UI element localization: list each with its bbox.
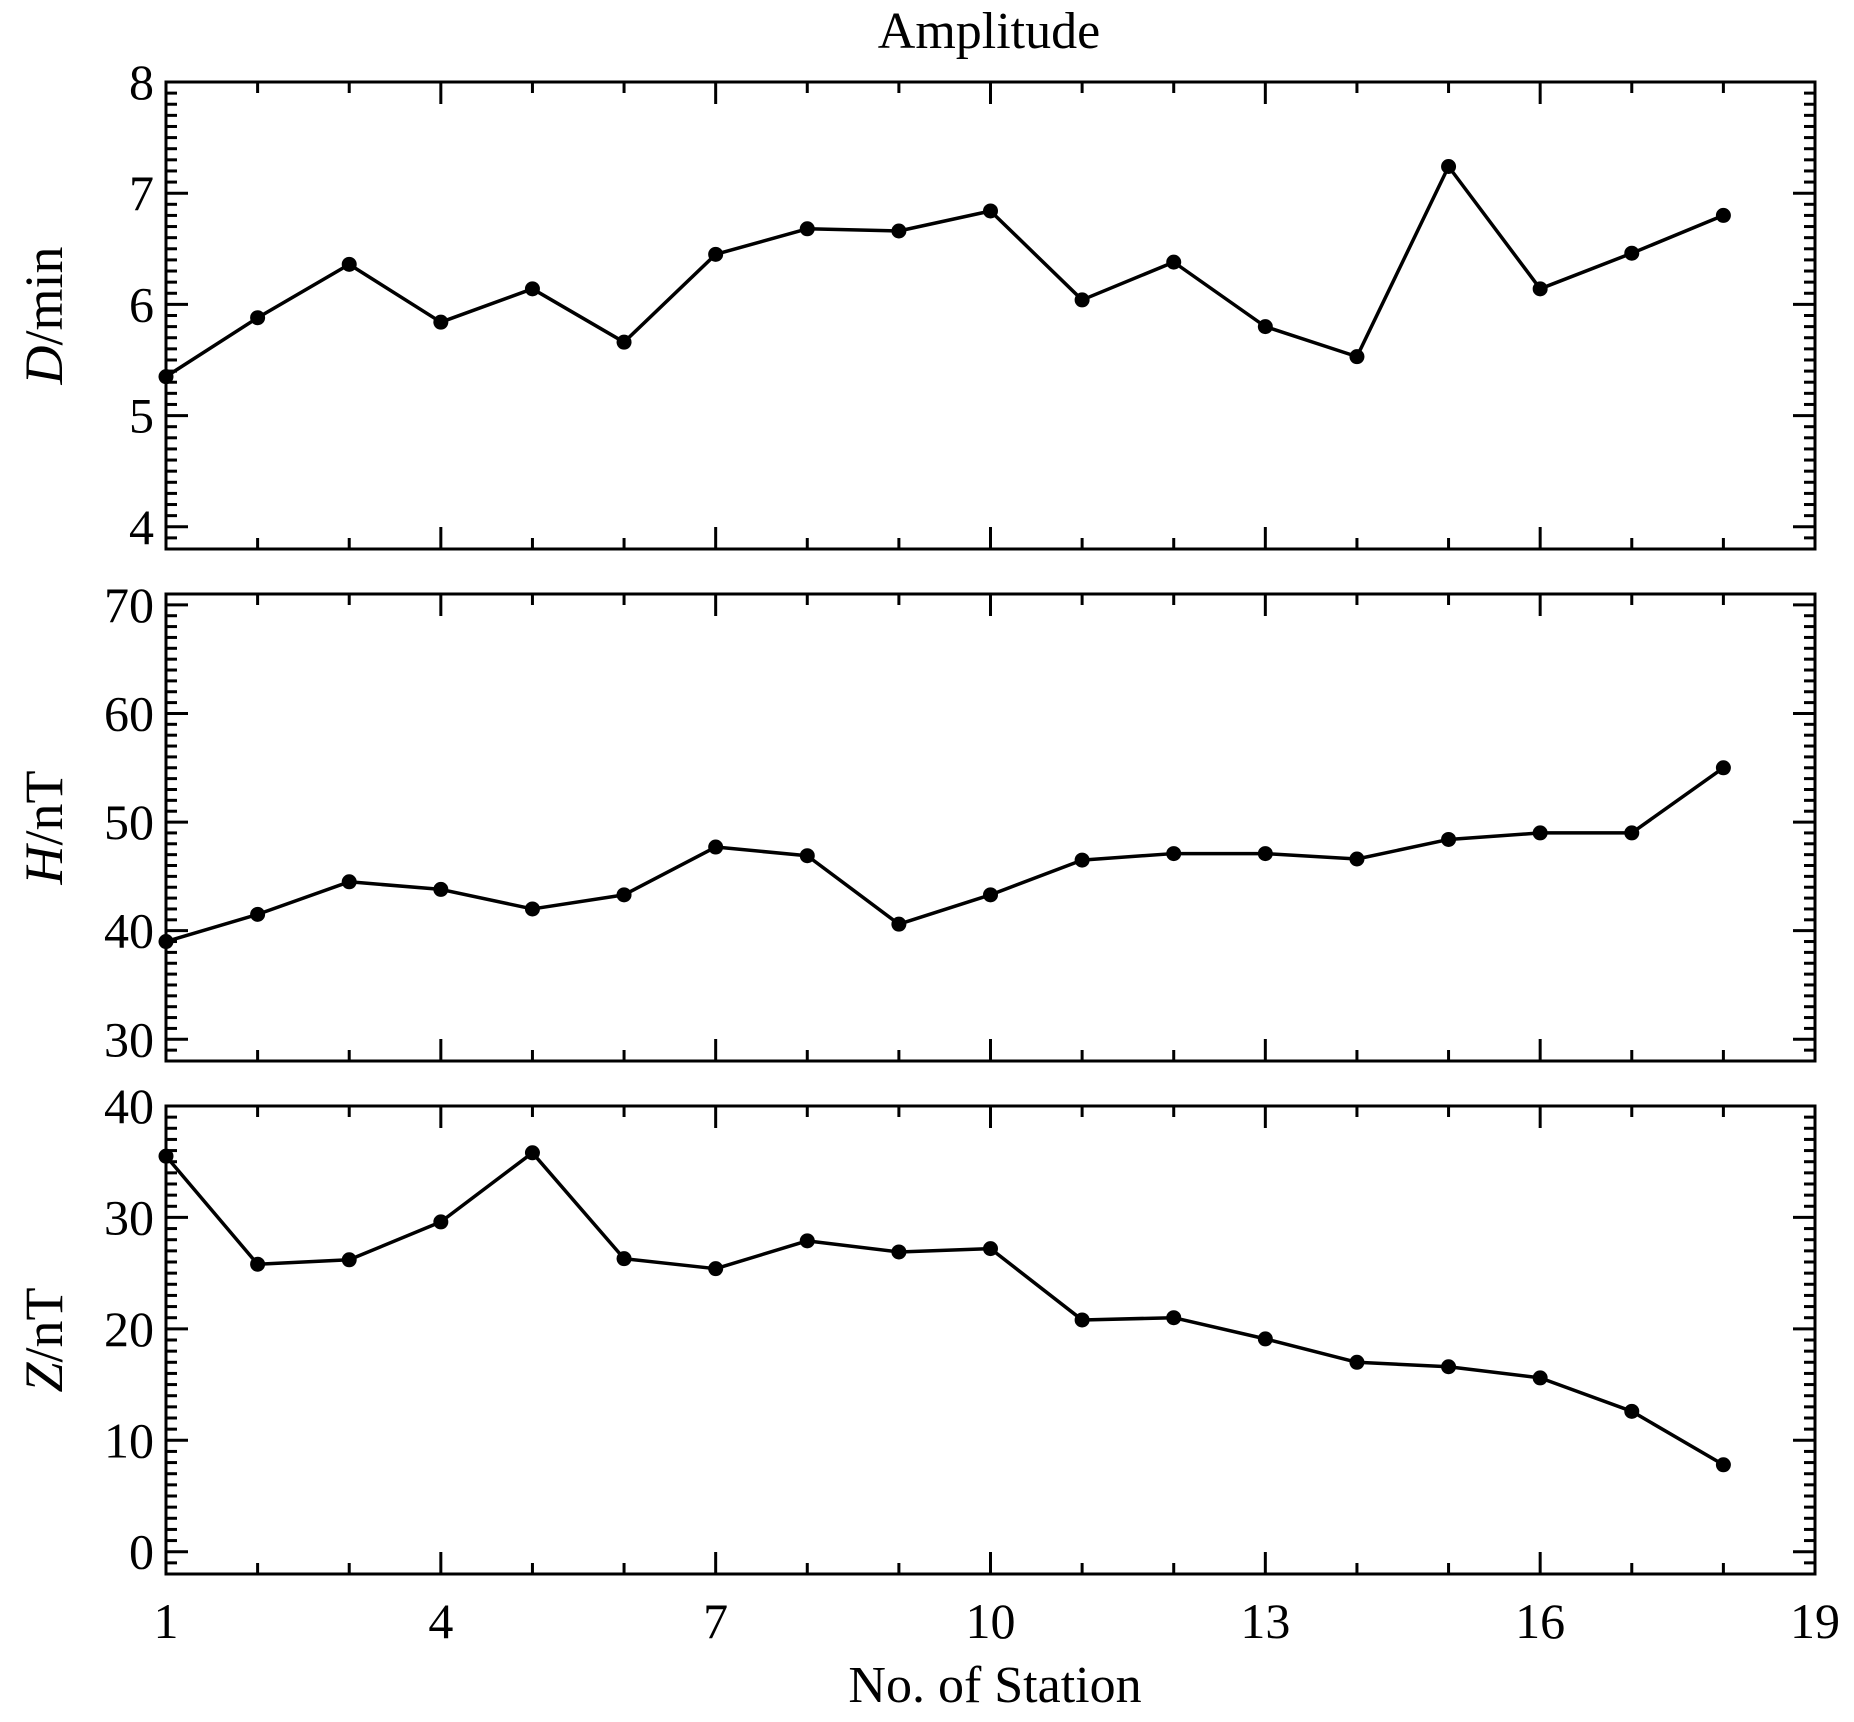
data-point (1441, 159, 1457, 175)
y-tick-label: 40 (104, 903, 154, 959)
data-point (1257, 319, 1273, 335)
data-point (250, 310, 266, 326)
data-point (1074, 292, 1090, 308)
x-tick-label: 16 (1515, 1593, 1565, 1649)
y-axis-label: Z/nT (14, 1287, 74, 1392)
data-point (341, 256, 357, 272)
data-point (158, 1148, 174, 1164)
y-tick-label: 70 (104, 577, 154, 633)
data-point (250, 906, 266, 922)
data-point (708, 1261, 724, 1277)
data-point (1074, 852, 1090, 868)
data-point (983, 203, 998, 219)
data-point (1532, 1370, 1548, 1386)
data-point (1532, 825, 1548, 841)
data-point (1257, 846, 1273, 862)
data-point (1532, 281, 1548, 297)
x-axis-label: No. of Station (848, 1657, 1141, 1714)
y-tick-label: 40 (104, 1078, 154, 1134)
data-point (1715, 207, 1731, 223)
data-point (1624, 245, 1640, 261)
data-point (433, 881, 449, 897)
y-axis-label-var: D (14, 346, 74, 386)
y-tick-label: 7 (129, 165, 154, 221)
y-tick-label: 30 (104, 1189, 154, 1245)
data-point (158, 369, 174, 385)
y-tick-label: 20 (104, 1301, 154, 1357)
data-point (524, 901, 540, 917)
panel-z: 0 10 20 30 40 Z/nT 1 4 7 10 13 16 19 (14, 1078, 1840, 1649)
y-axis-label-unit: /nT (14, 1287, 74, 1362)
plot-frame (164, 80, 1817, 551)
y-tick-label: 50 (104, 794, 154, 850)
y-tick-label: 5 (129, 388, 154, 444)
data-point (708, 246, 724, 262)
data-point (524, 281, 540, 297)
x-tick-label: 7 (703, 1593, 728, 1649)
y-axis-label: D/min (14, 246, 74, 385)
y-tick-label: 10 (104, 1412, 154, 1468)
data-point (616, 1251, 632, 1267)
data-point (1166, 254, 1182, 270)
y-axis-label-unit: /min (14, 246, 74, 345)
y-tick-label: 6 (129, 276, 154, 332)
data-point (616, 887, 632, 903)
data-point (250, 1256, 266, 1272)
series-line (164, 1151, 1725, 1467)
y-tick-label: 60 (104, 685, 154, 741)
panel-d: 4 5 6 7 8 D/min (14, 54, 1817, 555)
x-tick-label: 10 (966, 1593, 1016, 1649)
data-point (891, 1244, 907, 1260)
data-point (1715, 1457, 1731, 1473)
data-point (341, 1252, 357, 1268)
y-tick-label: 4 (129, 499, 154, 555)
series-line (165, 164, 1725, 379)
series-line (165, 766, 1725, 944)
y-axis-label-unit: /nT (14, 770, 74, 845)
data-point (1441, 831, 1457, 847)
data-point (1715, 760, 1731, 776)
data-point (1624, 825, 1640, 841)
data-point (433, 1214, 449, 1230)
data-point (433, 314, 449, 330)
y-axis-label-var: H (14, 843, 74, 886)
x-tick-label: 19 (1790, 1593, 1840, 1649)
data-point (524, 1145, 540, 1161)
data-point (1074, 1312, 1090, 1328)
data-point (891, 223, 907, 239)
data-point (1441, 1359, 1457, 1375)
chart-title: Amplitude (878, 3, 1100, 60)
data-point (799, 221, 815, 237)
plot-frame (164, 1104, 1817, 1576)
data-point (1166, 846, 1182, 862)
data-point (708, 839, 724, 855)
data-point (1257, 1331, 1273, 1347)
data-point (158, 934, 174, 950)
y-tick-label: 30 (104, 1011, 154, 1067)
data-point (983, 887, 998, 903)
data-point (799, 848, 815, 864)
data-point (799, 1233, 815, 1249)
x-tick-label: 4 (428, 1593, 453, 1649)
y-tick-label: 8 (129, 54, 154, 110)
y-axis-label: H/nT (14, 770, 74, 885)
y-axis-label-var: Z (14, 1362, 74, 1393)
data-point (1166, 1310, 1182, 1326)
data-point (1349, 851, 1365, 867)
data-point (1624, 1403, 1640, 1419)
data-point (891, 916, 907, 932)
x-tick-label: 1 (154, 1593, 179, 1649)
data-point (341, 874, 357, 890)
panel-h: 30 40 50 60 70 H/nT (14, 577, 1817, 1067)
plot-frame (164, 592, 1817, 1063)
data-point (1349, 1354, 1365, 1370)
x-tick-label: 13 (1240, 1593, 1290, 1649)
data-point (983, 1241, 998, 1257)
data-point (616, 334, 632, 350)
data-point (1349, 349, 1365, 365)
y-tick-label: 0 (129, 1524, 154, 1580)
